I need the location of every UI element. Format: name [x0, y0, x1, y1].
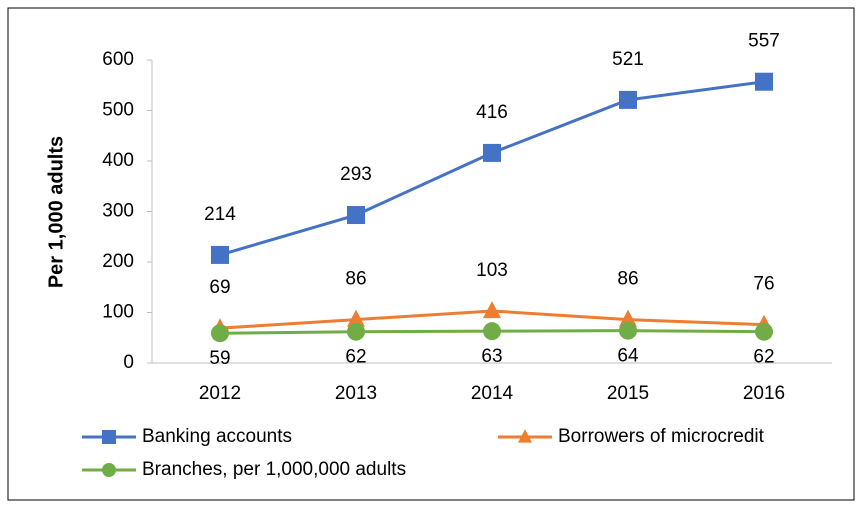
chart-border	[7, 7, 855, 501]
marker	[347, 309, 365, 327]
y-tick-label: 500	[102, 100, 134, 121]
data-label: 76	[753, 274, 774, 295]
data-label: 293	[340, 164, 372, 185]
data-label: 62	[753, 347, 774, 368]
y-tick-label: 300	[102, 201, 134, 222]
marker	[211, 324, 229, 343]
data-label: 103	[476, 260, 508, 281]
marker	[102, 430, 116, 444]
marker	[619, 90, 637, 109]
x-tick-label: 2015	[607, 383, 649, 404]
marker	[755, 72, 773, 91]
x-tick-label: 2013	[335, 383, 377, 404]
marker	[102, 463, 116, 477]
legend-label: Borrowers of microcredit	[558, 426, 765, 447]
marker	[518, 429, 532, 443]
marker	[347, 206, 365, 225]
legend-label: Banking accounts	[142, 426, 292, 447]
marker	[483, 322, 501, 341]
marker	[483, 301, 501, 319]
marker	[347, 322, 365, 341]
y-tick-label: 400	[102, 150, 134, 171]
y-tick-label: 200	[102, 251, 134, 272]
data-label: 86	[617, 269, 638, 290]
data-label: 416	[476, 102, 508, 123]
data-label: 59	[209, 348, 230, 369]
data-label: 64	[617, 346, 639, 367]
marker	[619, 309, 637, 327]
data-label: 521	[612, 49, 644, 70]
legend-label: Branches, per 1,000,000 adults	[142, 459, 406, 480]
x-tick-label: 2014	[471, 383, 514, 404]
marker	[211, 245, 229, 264]
marker	[619, 321, 637, 340]
x-tick-label: 2016	[743, 383, 785, 404]
y-tick-label: 600	[102, 49, 134, 70]
data-label: 86	[345, 269, 366, 290]
y-axis-label: Per 1,000 adults	[45, 136, 67, 288]
y-tick-label: 100	[102, 302, 134, 323]
x-tick-label: 2012	[199, 383, 241, 404]
data-label: 214	[204, 204, 236, 225]
data-label: 62	[345, 347, 366, 368]
y-tick-label: 0	[123, 352, 134, 373]
marker	[755, 322, 773, 341]
marker	[483, 143, 501, 162]
data-label: 69	[209, 277, 230, 298]
data-label: 557	[748, 31, 780, 52]
data-label: 63	[481, 346, 502, 367]
